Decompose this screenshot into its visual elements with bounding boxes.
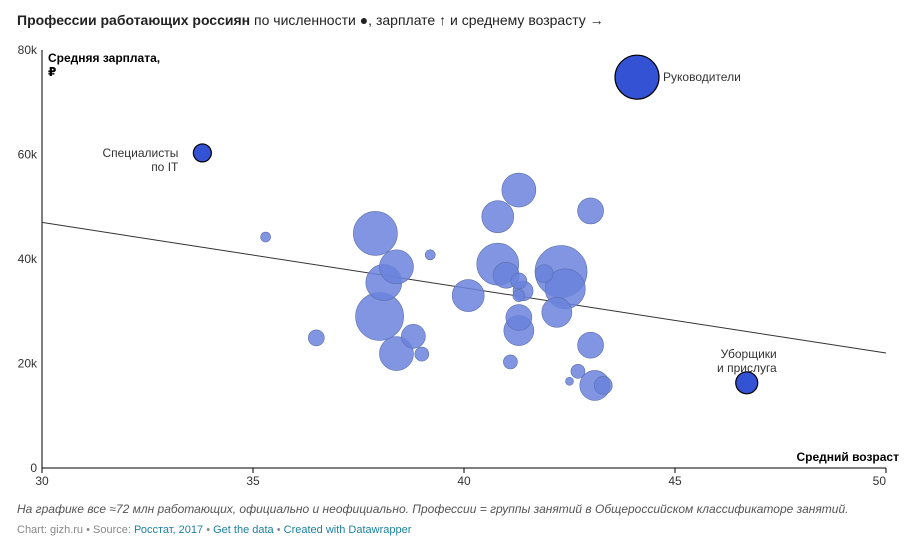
bubble — [593, 376, 613, 395]
footer-chart-by: Chart: gizh.ru — [17, 524, 84, 536]
chart-title-bold: Профессии работающих россиян — [17, 12, 251, 28]
get-the-data-link[interactable]: Get the data — [213, 524, 274, 536]
scatter-chart: 0 20k 40k 60k 80k 30 35 40 45 50 Руководители Спец… — [18, 43, 899, 488]
y-tick-label: 20k — [18, 357, 38, 371]
x-axis-title: Средний возраст — [796, 450, 899, 464]
highlight-bubble — [192, 143, 212, 163]
bubble — [401, 324, 426, 349]
bubble — [505, 304, 533, 331]
y-axis-title-line2: ₽ — [48, 65, 56, 79]
bubble — [577, 197, 604, 225]
bubble — [414, 346, 430, 362]
bubble — [353, 211, 398, 256]
bubble — [260, 231, 271, 243]
bubble-label: Специалисты — [102, 146, 178, 160]
y-tick-label: 80k — [18, 43, 38, 57]
x-tick-label: 35 — [246, 474, 260, 488]
bubble — [307, 329, 325, 347]
bubble — [512, 289, 526, 302]
source-link[interactable]: Росстат, 2017 — [133, 524, 204, 536]
bubble — [503, 354, 518, 370]
bubble — [570, 364, 586, 379]
y-tick-label: 0 — [30, 461, 37, 475]
footer-source-prefix: • Source: — [83, 524, 134, 536]
footer-separator: • — [273, 524, 284, 536]
bubble-label: Руководители — [663, 70, 741, 84]
bubble-label: Уборщики — [721, 347, 777, 361]
datawrapper-link[interactable]: Created with Datawrapper — [283, 524, 412, 536]
bubble — [379, 249, 414, 285]
bubble — [534, 264, 554, 283]
bubble-label: и прислуга — [717, 361, 777, 375]
chart-footer: Chart: gizh.ru • Source: Росстат, 2017 •… — [17, 524, 411, 536]
chart-title: Профессии работающих россиян по численно… — [17, 12, 604, 28]
bubble-label: по IT — [151, 160, 179, 174]
bubble — [481, 200, 515, 233]
footer-separator: • — [203, 524, 214, 536]
bubble — [577, 331, 604, 359]
highlight-bubble — [735, 371, 759, 395]
y-axis-title-line1: Средняя зарплата, — [48, 51, 160, 65]
bubble — [565, 376, 574, 386]
highlight-bubble — [614, 54, 660, 100]
chart-title-rest: по численности ●, зарплате ↑ и среднему … — [254, 12, 604, 28]
x-tick-label: 40 — [457, 474, 471, 488]
y-tick-label: 60k — [18, 148, 38, 162]
bubble — [451, 279, 485, 312]
bubble — [501, 172, 537, 208]
x-tick-label: 45 — [668, 474, 682, 488]
bubble — [541, 296, 573, 328]
y-tick-label: 40k — [18, 252, 38, 266]
x-tick-label: 30 — [35, 474, 49, 488]
bubble — [424, 249, 436, 261]
x-tick-label: 50 — [873, 474, 887, 488]
bubble — [510, 272, 528, 290]
chart-note: На графике все ≈72 млн работающих, офици… — [17, 502, 849, 516]
